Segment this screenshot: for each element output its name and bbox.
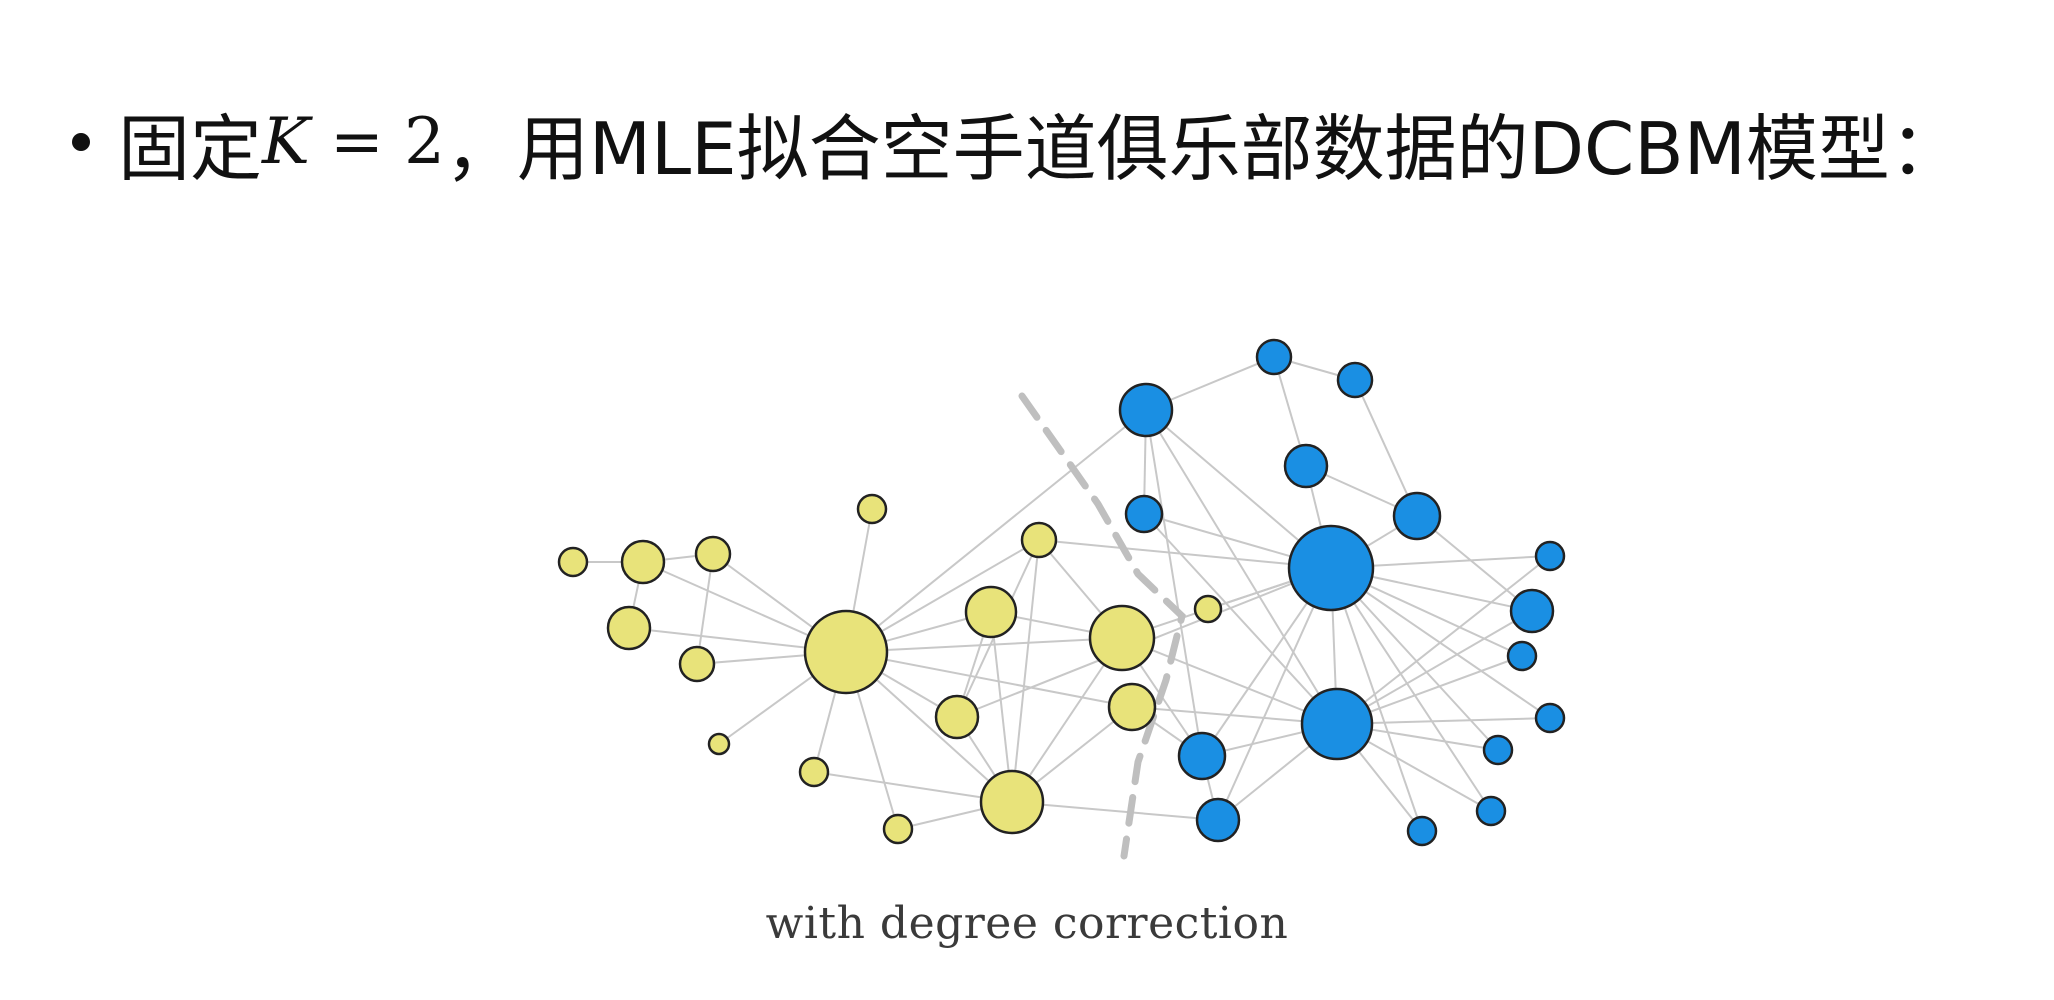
node-yellow	[694, 535, 732, 573]
heading-math-rest: = 2	[309, 105, 445, 179]
node-blue	[1534, 702, 1566, 734]
node-yellow	[856, 493, 888, 525]
graph-edge	[696, 553, 714, 665]
node-yellow	[707, 732, 731, 756]
graph-edge	[1336, 610, 1533, 725]
graph-edge	[1217, 567, 1332, 821]
node-blue	[1177, 731, 1227, 781]
node-blue	[1300, 687, 1374, 761]
graph-nodes	[557, 338, 1566, 847]
graph-edge	[1354, 379, 1418, 517]
node-yellow	[1193, 594, 1223, 624]
node-yellow	[979, 769, 1045, 835]
graph-edge	[1330, 567, 1423, 832]
graph-edge	[1143, 513, 1338, 725]
graph-edge	[1121, 637, 1338, 725]
node-blue	[1255, 338, 1293, 376]
heading-math-var: K	[262, 105, 310, 179]
graph-edge	[1330, 567, 1492, 812]
graph-edge	[1038, 539, 1332, 569]
node-blue	[1392, 491, 1442, 541]
node-yellow	[934, 694, 980, 740]
node-yellow	[803, 609, 889, 695]
node-yellow	[1088, 604, 1156, 672]
node-blue	[1482, 734, 1514, 766]
node-blue	[1124, 494, 1164, 534]
heading-post: ，用MLE拟合空手道俱乐部数据的DCBM模型：	[444, 106, 1962, 191]
node-blue	[1475, 795, 1507, 827]
node-yellow	[882, 813, 914, 845]
node-yellow	[606, 605, 652, 651]
node-blue	[1336, 361, 1374, 399]
graph-edge	[845, 651, 1133, 708]
graph-edge	[845, 409, 1147, 653]
node-blue	[1283, 443, 1329, 489]
graph-edge	[1011, 539, 1040, 803]
graph-edge	[1336, 555, 1551, 725]
graph-edge	[813, 771, 1013, 803]
figure-caption: with degree correction	[765, 898, 1289, 949]
node-yellow	[1107, 682, 1157, 732]
node-yellow	[964, 585, 1018, 639]
node-blue	[1287, 524, 1375, 612]
heading-pre: 固定	[118, 106, 263, 191]
graph-edge	[845, 637, 1123, 653]
graph-edge	[1145, 409, 1338, 725]
node-yellow	[798, 756, 830, 788]
node-yellow	[620, 539, 666, 585]
heading-math: K = 2	[262, 105, 445, 179]
node-blue	[1506, 640, 1538, 672]
node-yellow	[678, 645, 716, 683]
node-yellow	[1020, 521, 1058, 559]
node-blue	[1406, 815, 1438, 847]
node-blue	[1195, 797, 1241, 843]
community-divider-line	[1018, 392, 1186, 860]
graph-edge	[1416, 515, 1533, 612]
node-blue	[1118, 382, 1174, 438]
bullet-heading: 固定 K = 2 ，用MLE拟合空手道俱乐部数据的DCBM模型：	[72, 92, 1962, 192]
graph-edge	[1011, 801, 1219, 821]
node-blue	[1509, 588, 1555, 634]
graph-edges	[573, 356, 1551, 832]
node-yellow	[557, 546, 589, 578]
node-blue	[1534, 540, 1566, 572]
graph-edge	[1145, 409, 1203, 757]
bullet-dot	[72, 133, 90, 151]
community-divider	[1018, 392, 1186, 860]
